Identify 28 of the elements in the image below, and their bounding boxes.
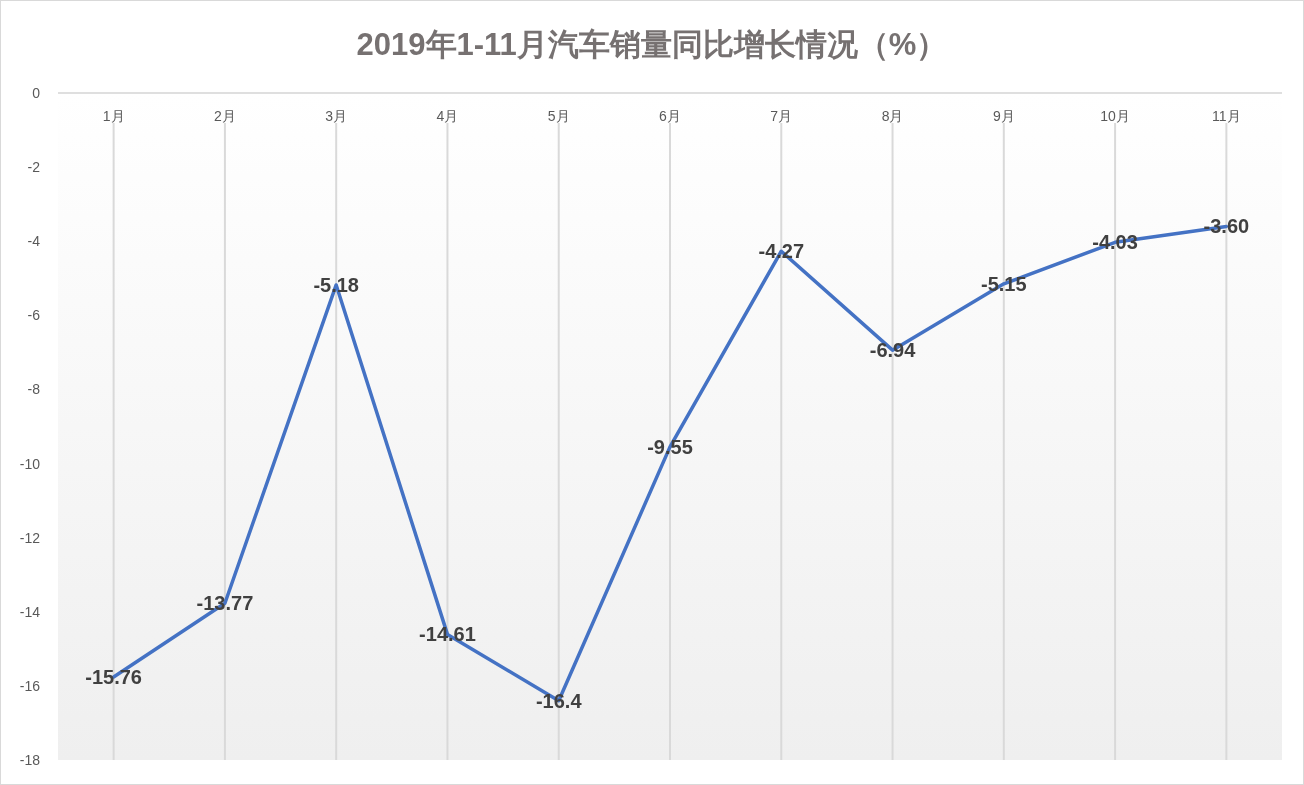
data-label: -4.27 xyxy=(758,240,805,263)
data-label: -16.4 xyxy=(535,689,583,712)
x-tick-label: 11月 xyxy=(1212,108,1241,124)
x-tick-label: 7月 xyxy=(770,108,793,124)
x-tick-label: 3月 xyxy=(325,108,348,124)
y-tick-label: -10 xyxy=(19,455,41,472)
x-tick-label: 2月 xyxy=(214,108,236,124)
data-label: -15.76 xyxy=(85,666,142,688)
y-tick-label: -18 xyxy=(19,752,41,768)
y-tick-label: 0 xyxy=(32,85,41,101)
y-tick-label: -2 xyxy=(27,159,41,176)
x-tick-label: 4月 xyxy=(436,108,459,124)
data-label: -5.18 xyxy=(313,273,359,296)
x-tick-label: 9月 xyxy=(992,108,1015,124)
y-tick-label: -14 xyxy=(19,603,41,620)
y-tick-label: -6 xyxy=(27,307,41,324)
y-tick-label: -12 xyxy=(19,529,41,546)
x-tick-label: 5月 xyxy=(547,108,570,124)
x-tick-label: 8月 xyxy=(881,108,904,124)
y-tick-label: -8 xyxy=(27,381,41,398)
x-tick-label: 10月 xyxy=(1100,108,1130,124)
x-tick-label: 6月 xyxy=(659,108,681,124)
data-label: -3.60 xyxy=(1203,215,1250,238)
chart-title: 2019年1-11月汽车销量同比增长情况（%） xyxy=(356,27,948,62)
y-tick-label: -4 xyxy=(27,233,41,250)
y-tick-label: -16 xyxy=(19,677,41,694)
x-tick-label: 1月 xyxy=(102,108,125,124)
data-label: -6.94 xyxy=(869,339,917,362)
